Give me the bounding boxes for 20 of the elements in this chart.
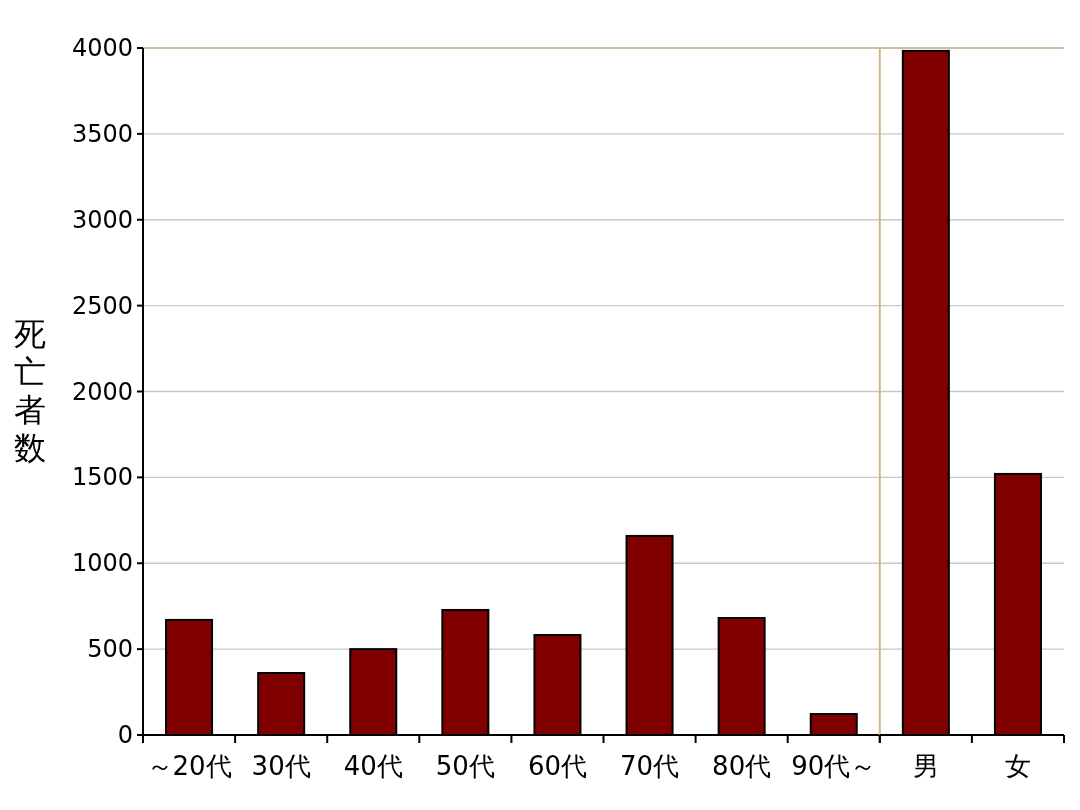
x-tick-label: 60代: [527, 751, 587, 781]
x-tick-label: 30代: [251, 751, 311, 781]
x-tick-label: 80代: [712, 751, 772, 781]
x-tick-label: 50代: [435, 751, 495, 781]
x-tick-label: 90代～: [791, 751, 877, 781]
x-tick-label: 女: [1004, 751, 1031, 781]
y-tick-label: 4000: [71, 34, 133, 62]
y-tick-label: 0: [117, 721, 133, 749]
x-tick-label: ～20代: [146, 751, 232, 781]
y-tick-label: 3000: [71, 205, 133, 234]
y-tick-label: 1000: [71, 549, 133, 578]
y-tick-label: 2000: [71, 377, 133, 406]
y-tick-label: 3500: [71, 119, 133, 148]
y-axis-title: 死亡者数: [14, 314, 46, 467]
y-tick-label: 1500: [71, 463, 133, 492]
x-tick-label: 40代: [343, 751, 403, 781]
x-tick-label: 男: [912, 751, 939, 781]
x-tick-label: 70代: [620, 751, 680, 781]
y-tick-label: 2500: [71, 291, 133, 320]
y-tick-label: 500: [87, 635, 133, 664]
